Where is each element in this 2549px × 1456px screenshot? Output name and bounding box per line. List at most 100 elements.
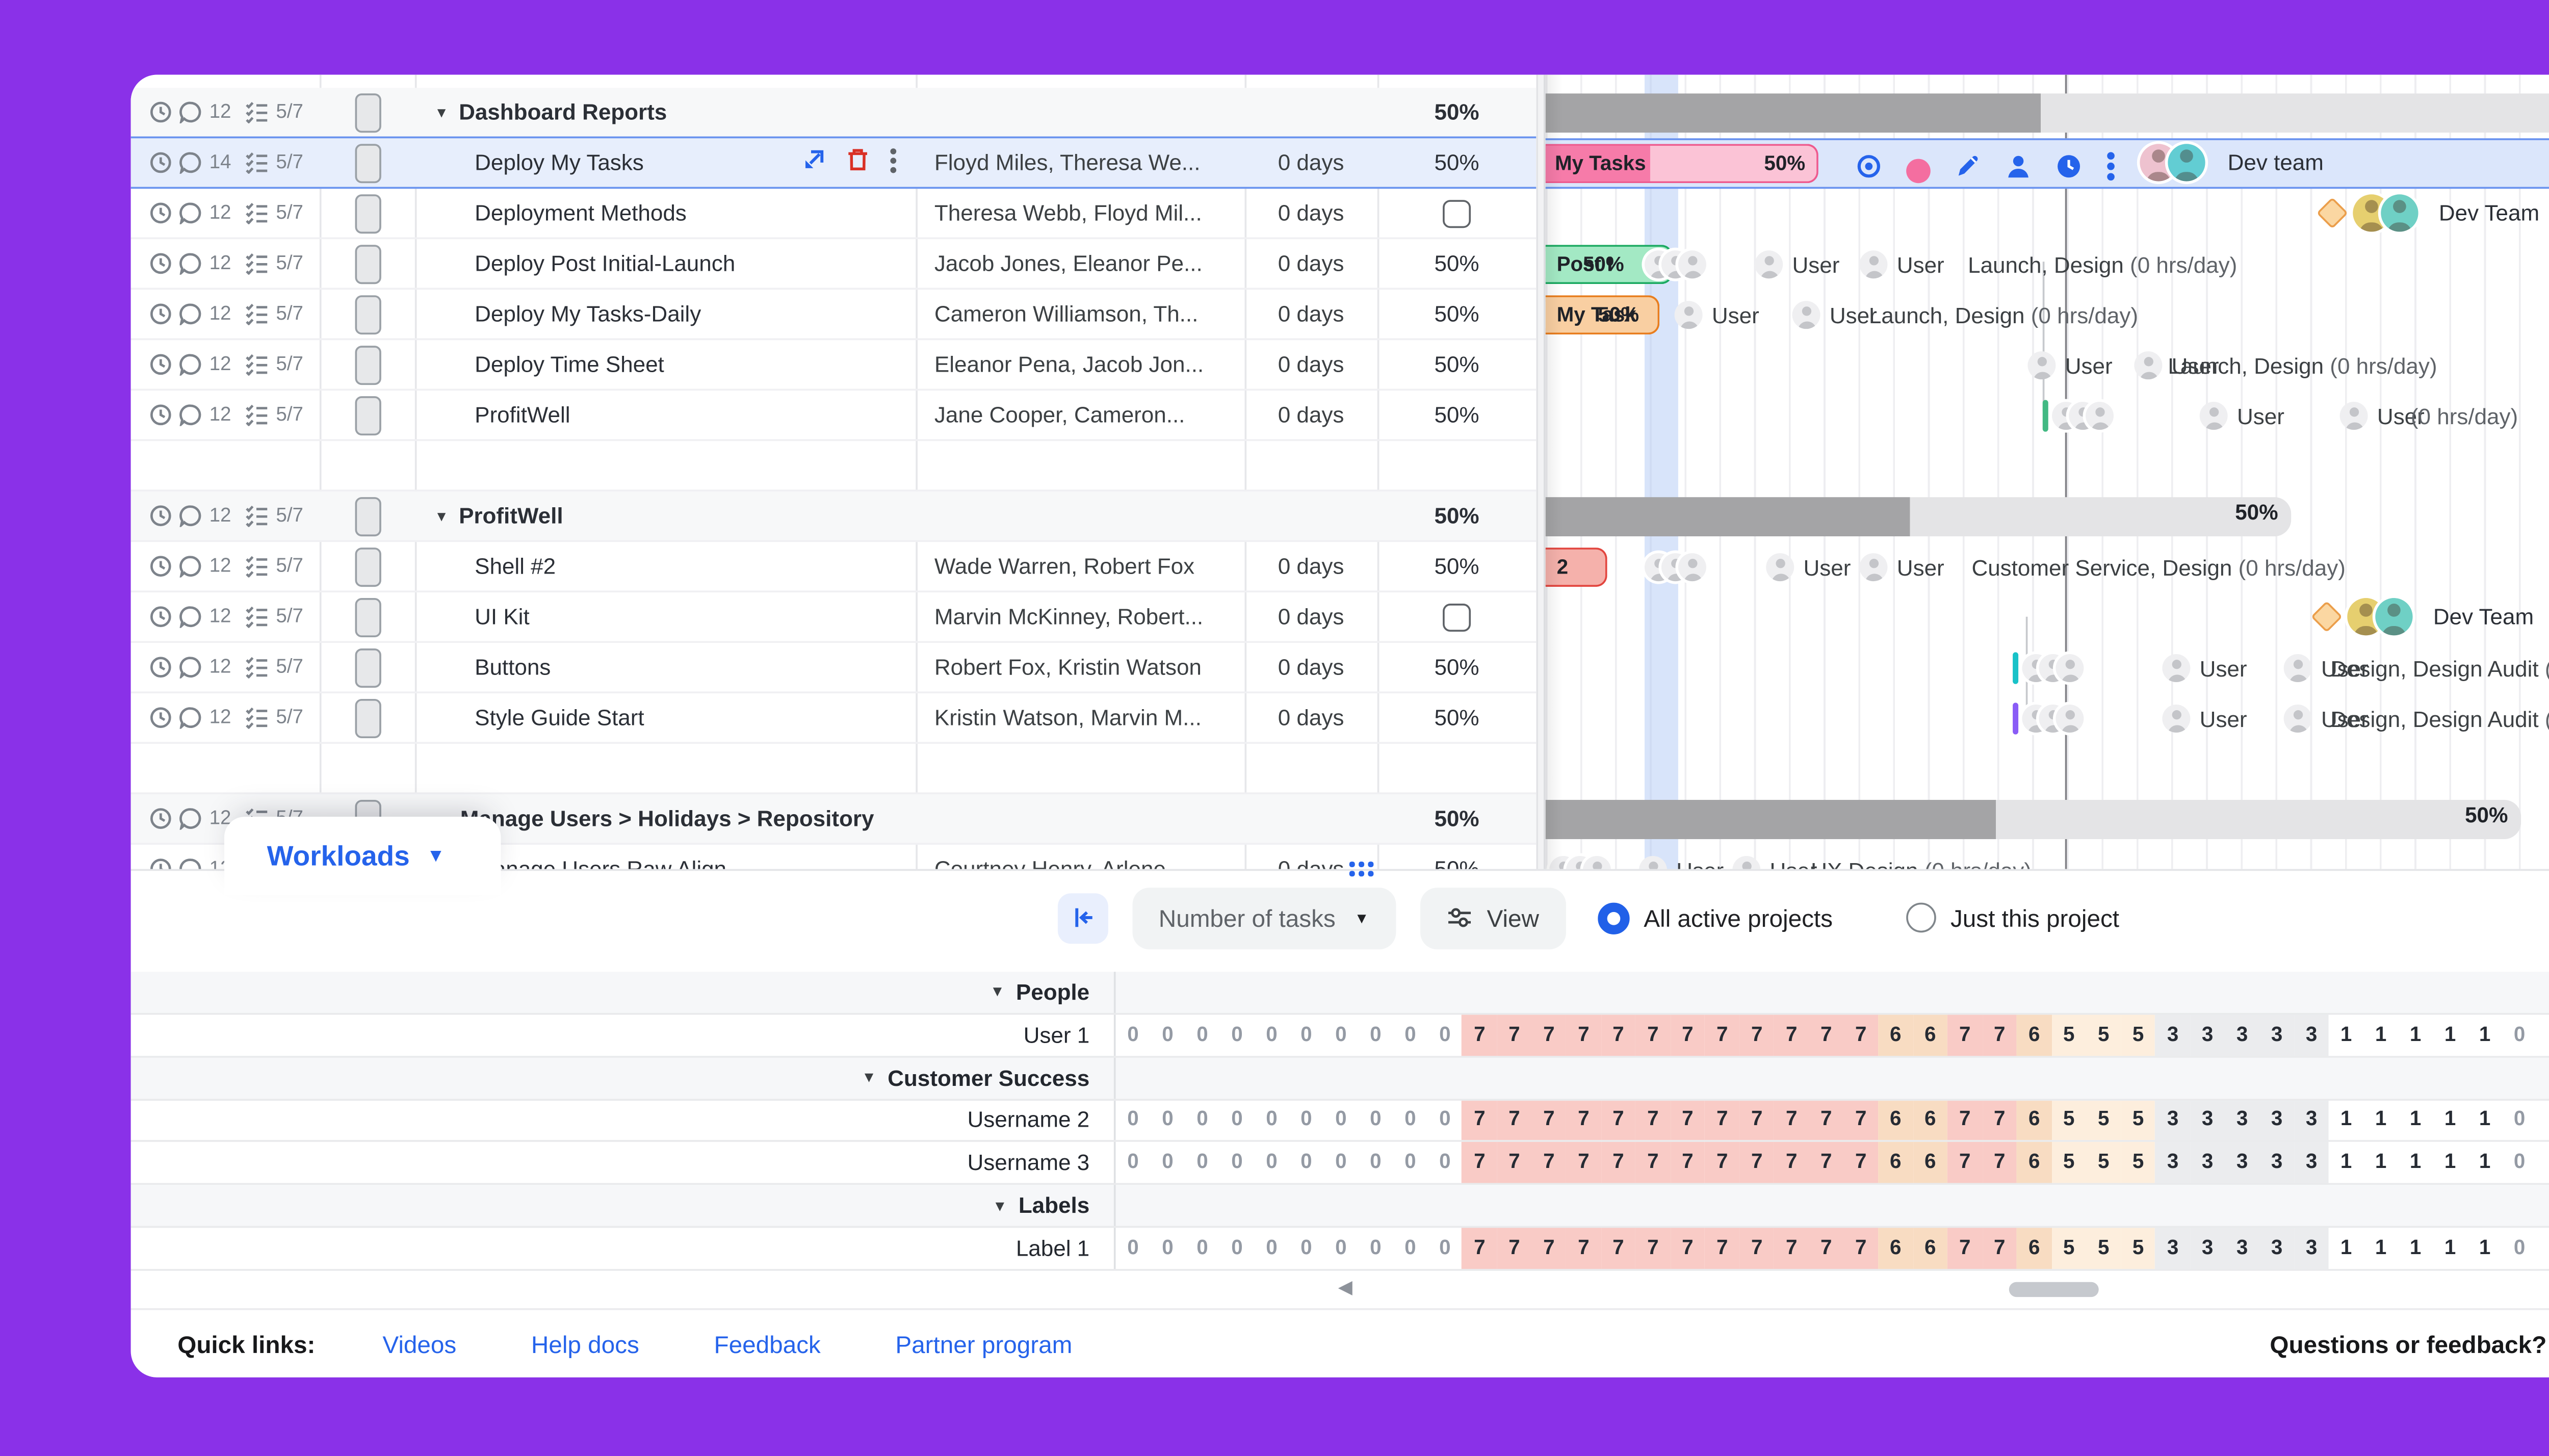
- task-card-checkbox[interactable]: [354, 547, 380, 586]
- task-card-checkbox[interactable]: [354, 647, 380, 687]
- checklist-icon[interactable]: [244, 707, 269, 729]
- progress-checkbox[interactable]: [1443, 199, 1471, 227]
- workload-row-label[interactable]: ▼ Customer Success: [131, 1057, 1116, 1098]
- comment-icon[interactable]: [179, 353, 202, 376]
- task-card-checkbox[interactable]: [354, 294, 380, 334]
- link-feedback[interactable]: Feedback: [714, 1330, 821, 1358]
- gantt-group-bar[interactable]: 50%: [1545, 93, 2549, 133]
- task-row[interactable]: 12 5/7 ProfitWell Jane Cooper, Cameron... 0 …: [131, 391, 1537, 441]
- task-name-cell[interactable]: Deploy My Tasks-Daily: [415, 301, 916, 327]
- comment-icon[interactable]: [179, 555, 202, 578]
- checklist-icon[interactable]: [244, 151, 269, 174]
- comment-icon[interactable]: [179, 858, 202, 869]
- comment-icon[interactable]: [179, 808, 202, 830]
- metric-dropdown[interactable]: Number of tasks ▼: [1132, 887, 1395, 949]
- workload-group-row[interactable]: ▼ Labels: [131, 1185, 2549, 1228]
- link-videos[interactable]: Videos: [382, 1330, 457, 1358]
- task-card-checkbox[interactable]: [354, 92, 380, 132]
- checklist-icon[interactable]: [244, 353, 269, 376]
- checklist-icon[interactable]: [244, 606, 269, 628]
- task-card-checkbox[interactable]: [354, 143, 380, 183]
- task-row[interactable]: 12 5/7 Style Guide Start Kristin Watson, Ma…: [131, 693, 1537, 744]
- gantt-bar[interactable]: 2: [1545, 548, 1607, 587]
- kebab-menu-icon[interactable]: [2106, 151, 2115, 191]
- comment-icon[interactable]: [179, 656, 202, 679]
- comment-icon[interactable]: [179, 303, 202, 325]
- task-name-cell[interactable]: UI Kit: [415, 604, 916, 630]
- task-name-cell[interactable]: −Manage Users > Holidays > Repository: [415, 805, 916, 831]
- collapse-icon[interactable]: ▼: [990, 983, 1005, 1001]
- task-row[interactable]: 12 5/7 Deploy Post Initial-Launch Jacob Jon…: [131, 239, 1537, 290]
- task-name-cell[interactable]: Shell #2: [415, 553, 916, 579]
- splitter-handle-icon[interactable]: [1349, 861, 1380, 876]
- task-name-cell[interactable]: Manage Users Raw Align: [415, 856, 916, 869]
- comment-icon[interactable]: [179, 505, 202, 527]
- delete-icon[interactable]: [847, 148, 869, 178]
- task-row[interactable]: 12 5/7 Buttons Robert Fox, Kristin Watson 0 …: [131, 643, 1537, 694]
- task-card-checkbox[interactable]: [354, 244, 380, 283]
- task-row[interactable]: 12 5/7 Deployment Methods Theresa Webb, Flo…: [131, 189, 1537, 240]
- task-name-cell[interactable]: Buttons: [415, 654, 916, 680]
- task-row[interactable]: 14 5/7 Deploy My Tasks Floyd Miles, Theresa…: [131, 136, 1537, 189]
- checklist-icon[interactable]: [244, 505, 269, 527]
- milestone-diamond[interactable]: [2310, 601, 2343, 633]
- comment-icon[interactable]: [179, 151, 202, 174]
- color-dot-icon[interactable]: [1906, 159, 1931, 184]
- kebab-menu-icon[interactable]: [890, 147, 897, 178]
- comment-icon[interactable]: [179, 707, 202, 729]
- task-card-checkbox[interactable]: [354, 395, 380, 435]
- comment-icon[interactable]: [179, 202, 202, 224]
- checklist-icon[interactable]: [244, 303, 269, 325]
- comment-icon[interactable]: [179, 404, 202, 426]
- task-row[interactable]: 12 5/7 Shell #2 Wade Warren, Robert Fox 0 da…: [131, 542, 1537, 593]
- gantt-bar-selected[interactable]: My Tasks 50%: [1545, 144, 1818, 184]
- workload-group-row[interactable]: ▼ Customer Success: [131, 1057, 2549, 1100]
- task-row[interactable]: 125/7Manage Users Raw AlignCourtney Henr…: [131, 845, 1537, 869]
- gantt-group-bar[interactable]: 50%: [1545, 799, 2521, 839]
- radio-just-this-project[interactable]: Just this project: [1905, 902, 2119, 933]
- collapse-panel-button[interactable]: [1057, 892, 1108, 943]
- comment-icon[interactable]: [179, 606, 202, 628]
- checklist-icon[interactable]: [244, 101, 269, 123]
- collapse-icon[interactable]: ▼: [862, 1069, 877, 1086]
- collapse-icon[interactable]: ▾: [437, 101, 446, 121]
- task-name-cell[interactable]: Style Guide Start: [415, 705, 916, 731]
- task-row[interactable]: 12 5/7 Deploy My Tasks-Daily Cameron Willia…: [131, 290, 1537, 341]
- milestone-diamond[interactable]: [2316, 197, 2349, 229]
- collapse-icon[interactable]: ▼: [992, 1197, 1007, 1214]
- checklist-icon[interactable]: [244, 656, 269, 679]
- open-task-icon[interactable]: [802, 148, 826, 178]
- task-card-checkbox[interactable]: [354, 496, 380, 536]
- task-name-cell[interactable]: Deploy Time Sheet: [415, 351, 916, 377]
- checklist-icon[interactable]: [244, 404, 269, 426]
- link-partner-program[interactable]: Partner program: [895, 1330, 1073, 1358]
- checklist-icon[interactable]: [244, 555, 269, 578]
- workload-horizontal-scrollbar[interactable]: ◀ ▶: [131, 1275, 2549, 1305]
- workloads-tab[interactable]: Workloads ▼: [224, 816, 501, 895]
- workload-row-label[interactable]: ▼ Labels: [131, 1185, 1116, 1227]
- pane-splitter[interactable]: [1536, 74, 1546, 869]
- gantt-group-bar[interactable]: 50%: [1545, 497, 2292, 537]
- view-button[interactable]: View: [1419, 887, 1566, 949]
- task-name-cell[interactable]: Deploy Post Initial-Launch: [415, 250, 916, 276]
- task-name-cell[interactable]: Deployment Methods: [415, 200, 916, 226]
- progress-checkbox[interactable]: [1443, 603, 1471, 631]
- group-row[interactable]: 12 5/7 ▾ ProfitWell 50%: [131, 491, 1537, 542]
- task-card-checkbox[interactable]: [354, 345, 380, 384]
- task-card-checkbox[interactable]: [354, 698, 380, 738]
- assignee-icon[interactable]: [2005, 153, 2031, 189]
- edit-icon[interactable]: [1955, 153, 1981, 189]
- workload-group-row[interactable]: ▼ People: [131, 972, 2549, 1015]
- gantt-bar[interactable]: My Task 50%: [1545, 295, 1660, 335]
- comment-icon[interactable]: [179, 101, 202, 123]
- task-name-cell[interactable]: ProfitWell: [415, 402, 916, 428]
- checklist-icon[interactable]: [244, 202, 269, 224]
- workload-row-label[interactable]: ▼ People: [131, 972, 1116, 1013]
- task-name-cell[interactable]: ▾ ProfitWell: [415, 503, 916, 529]
- group-row[interactable]: 12 5/7 ▾ Dashboard Reports 50%: [131, 88, 1537, 139]
- task-row[interactable]: 12 5/7 UI Kit Marvin McKinney, Robert... 0 d…: [131, 592, 1537, 643]
- time-log-icon[interactable]: [2056, 153, 2082, 189]
- task-name-cell[interactable]: ▾ Dashboard Reports: [415, 99, 916, 125]
- task-row[interactable]: 12 5/7 Deploy Time Sheet Eleanor Pena, Jaco…: [131, 340, 1537, 391]
- link-help-docs[interactable]: Help docs: [531, 1330, 639, 1358]
